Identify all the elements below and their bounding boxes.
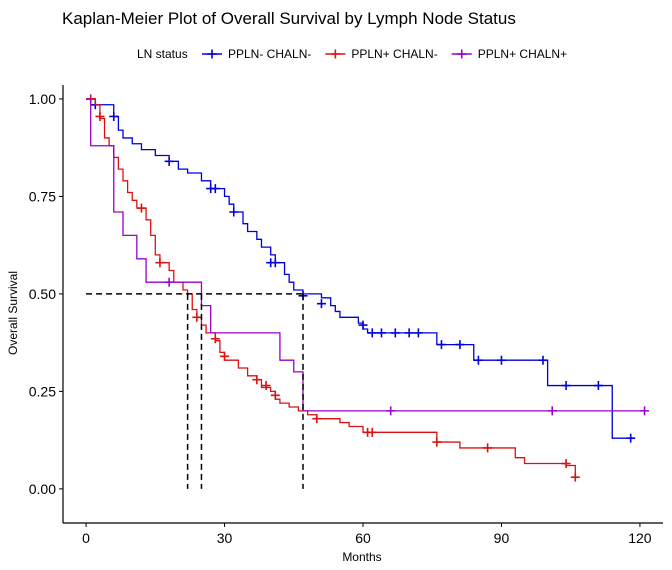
censor-mark (538, 355, 548, 365)
y-axis-title: Overall Survival (6, 271, 20, 355)
censor-mark (164, 156, 174, 166)
censor-mark (570, 472, 580, 482)
legend-swatch-cross (207, 49, 217, 59)
censor-mark (316, 299, 326, 309)
censor-mark (270, 390, 280, 400)
censor-mark (455, 340, 465, 350)
y-tick-label: 0.25 (29, 383, 56, 399)
censor-mark (367, 427, 377, 437)
censor-mark (367, 328, 377, 338)
censor-mark (192, 312, 202, 322)
legend-swatch-cross (330, 49, 340, 59)
censor-mark (626, 433, 636, 443)
x-tick-label: 120 (628, 530, 652, 546)
censor-mark (252, 375, 262, 385)
legend-swatch-cross (457, 49, 467, 59)
censor-mark (436, 340, 446, 350)
censor-mark (413, 328, 423, 338)
y-tick-label: 0.00 (29, 481, 56, 497)
y-tick-label: 0.75 (29, 188, 56, 204)
x-tick-label: 0 (82, 530, 90, 546)
censor-mark (561, 459, 571, 469)
censor-mark (109, 111, 119, 121)
censor-mark (561, 381, 571, 391)
censor-mark (473, 355, 483, 365)
censor-mark (358, 320, 368, 330)
censor-mark (390, 328, 400, 338)
censor-mark (270, 258, 280, 268)
censor-mark (547, 406, 557, 416)
censor-mark (312, 414, 322, 424)
legend: LN status PPLN- CHALN- PPLN+ CHALN- PPLN+ … (137, 47, 567, 61)
censor-mark (593, 381, 603, 391)
y-tick-label: 1.00 (29, 91, 56, 107)
x-axis-title: Months (342, 550, 381, 564)
legend-label: PPLN+ CHALN+ (478, 47, 567, 61)
plot-area (86, 94, 650, 489)
censor-mark (95, 111, 105, 121)
x-tick-label: 90 (494, 530, 510, 546)
legend-label: PPLN+ CHALN- (351, 47, 437, 61)
censor-mark (229, 207, 239, 217)
censor-mark (404, 328, 414, 338)
censor-mark (483, 443, 493, 453)
censor-mark (210, 184, 220, 194)
censor-mark (376, 328, 386, 338)
censor-mark (220, 351, 230, 361)
censor-mark (640, 406, 650, 416)
survival-curve-series-2 (86, 98, 645, 412)
censor-mark (164, 277, 174, 287)
survival-curve-series-0 (86, 98, 631, 439)
x-tick-label: 30 (217, 530, 233, 546)
censor-mark (155, 258, 165, 268)
legend-label: PPLN- CHALN- (228, 47, 311, 61)
censor-mark (496, 355, 506, 365)
censor-mark (432, 437, 442, 447)
chart-title: Kaplan-Meier Plot of Overall Survival by… (62, 9, 516, 28)
legend-title: LN status (137, 47, 188, 61)
censor-mark (261, 381, 271, 391)
censor-mark (136, 203, 146, 213)
censor-mark (210, 334, 220, 344)
axes: 0 30 60 90 120 0.00 0.25 0.50 0.75 1.00 (29, 85, 663, 546)
y-tick-label: 0.50 (29, 286, 56, 302)
x-tick-label: 60 (355, 530, 371, 546)
censor-mark (386, 406, 396, 416)
